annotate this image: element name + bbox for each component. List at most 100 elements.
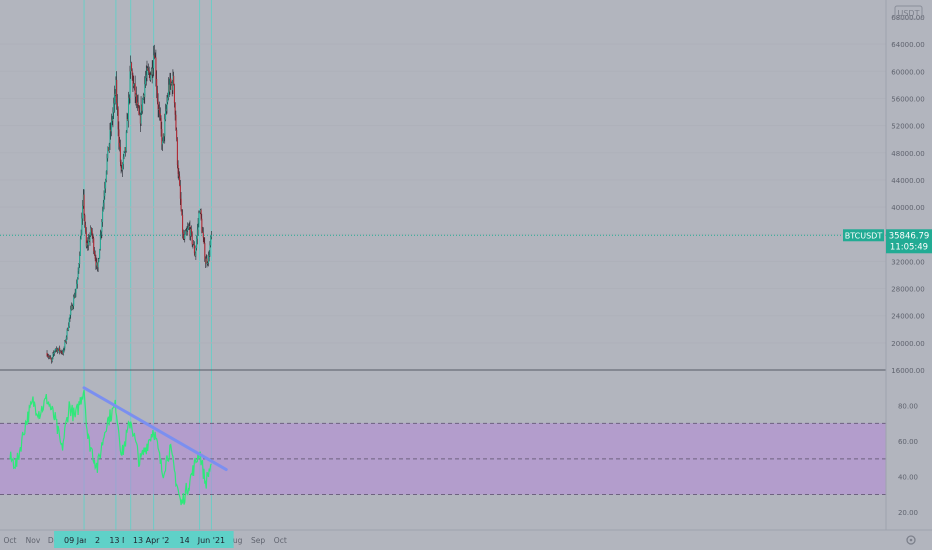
- candle-body: [136, 94, 138, 105]
- candle-body: [149, 73, 151, 80]
- candle-body: [87, 239, 90, 245]
- candle-body: [153, 55, 155, 58]
- candle-body: [109, 129, 111, 144]
- candle-body: [117, 108, 119, 130]
- candle-body: [159, 109, 161, 114]
- candle-body: [52, 354, 54, 358]
- candle-body: [97, 261, 99, 268]
- candle-body: [190, 228, 192, 237]
- candle-body: [203, 237, 205, 244]
- price-axis-ticks: 16000.00 20000.00 24000.00 28000.00 32000.00…: [891, 14, 924, 517]
- candle-body: [188, 225, 190, 228]
- candle-body: [136, 102, 138, 105]
- candle-body: [158, 109, 160, 110]
- candle-body: [102, 211, 104, 222]
- candle-body: [187, 228, 189, 231]
- candle-body: [91, 231, 93, 236]
- time-tick-label: Nov: [26, 536, 41, 545]
- candle-body: [135, 94, 137, 97]
- candle-body: [202, 232, 204, 238]
- candle-body: [178, 173, 180, 177]
- settings-icon[interactable]: [906, 535, 916, 545]
- rsi-line: [9, 389, 212, 506]
- candle-body: [101, 221, 103, 232]
- candle-body: [204, 243, 206, 260]
- candle-body: [78, 264, 80, 271]
- candle-body: [193, 244, 195, 246]
- candle-body: [142, 94, 144, 100]
- time-tick-label: Aug: [228, 536, 243, 545]
- candle-body: [194, 253, 196, 257]
- candle-body: [199, 212, 201, 214]
- candle-body: [146, 68, 148, 76]
- candle-body: [70, 305, 73, 310]
- candle-body: [148, 70, 150, 74]
- grid-lines: [0, 43, 886, 344]
- candle-body: [69, 315, 71, 319]
- price-tick-label: 60000.00: [891, 68, 924, 76]
- candle-body: [143, 94, 145, 98]
- candle-body: [169, 78, 171, 92]
- candle-body: [99, 235, 101, 250]
- candle-body: [74, 292, 76, 298]
- candle-body: [176, 138, 178, 165]
- candle-body: [196, 229, 198, 239]
- candle-body: [181, 209, 183, 215]
- candle-body: [116, 103, 118, 109]
- candle-body: [110, 129, 112, 132]
- candle-body: [67, 329, 69, 331]
- candle-body: [129, 71, 131, 98]
- price-tick-label: 68000.00: [891, 14, 924, 22]
- candle-body: [96, 262, 98, 266]
- candle-body: [93, 238, 95, 252]
- candle-body: [59, 347, 61, 352]
- candle-body: [193, 244, 195, 254]
- marker-label-text: 13 Apr '21: [133, 536, 174, 545]
- candle-body: [65, 336, 67, 342]
- candle-body: [208, 255, 210, 257]
- candle-body: [137, 102, 139, 107]
- candle-body: [88, 239, 90, 242]
- candle-body: [84, 215, 86, 226]
- candle-body: [53, 351, 56, 354]
- rsi-tick-label: 40.00: [898, 474, 918, 482]
- price-tick-label: 28000.00: [891, 286, 924, 294]
- candle-body: [98, 258, 100, 262]
- price-tick-label: 48000.00: [891, 150, 924, 158]
- candle-body: [177, 164, 179, 174]
- candle-body: [72, 306, 74, 310]
- marker-label-bg: [123, 531, 184, 548]
- price-axis-panel[interactable]: [886, 0, 932, 530]
- candle-body: [54, 349, 56, 352]
- candle-body: [165, 108, 167, 112]
- candle-body: [209, 245, 211, 256]
- candle-body: [127, 97, 130, 121]
- rsi-pane: [0, 386, 886, 506]
- candle-body: [102, 202, 104, 212]
- candle-body: [200, 209, 202, 219]
- candle-body: [110, 119, 113, 132]
- candle-body: [113, 103, 115, 113]
- candle-body: [150, 68, 153, 75]
- candle-body: [145, 77, 147, 85]
- candle-body: [71, 305, 73, 310]
- candle-body: [192, 244, 194, 246]
- candle-body: [168, 84, 170, 92]
- candle-body: [162, 141, 164, 145]
- candle-body: [207, 262, 209, 264]
- candle-body: [86, 243, 88, 247]
- rsi-tick-label: 20.00: [898, 509, 918, 517]
- candle-body: [123, 151, 125, 157]
- candle-body: [159, 113, 161, 119]
- candle-body: [77, 270, 79, 279]
- candle-body: [57, 349, 59, 352]
- candle-body: [153, 55, 155, 69]
- candle-body: [125, 147, 127, 151]
- candle-body: [140, 105, 142, 124]
- rsi-trendline[interactable]: [82, 386, 228, 472]
- symbol-badge: USDT: [894, 5, 923, 20]
- candle-body: [56, 348, 58, 350]
- candle-body: [125, 131, 127, 151]
- candle-body: [49, 357, 51, 359]
